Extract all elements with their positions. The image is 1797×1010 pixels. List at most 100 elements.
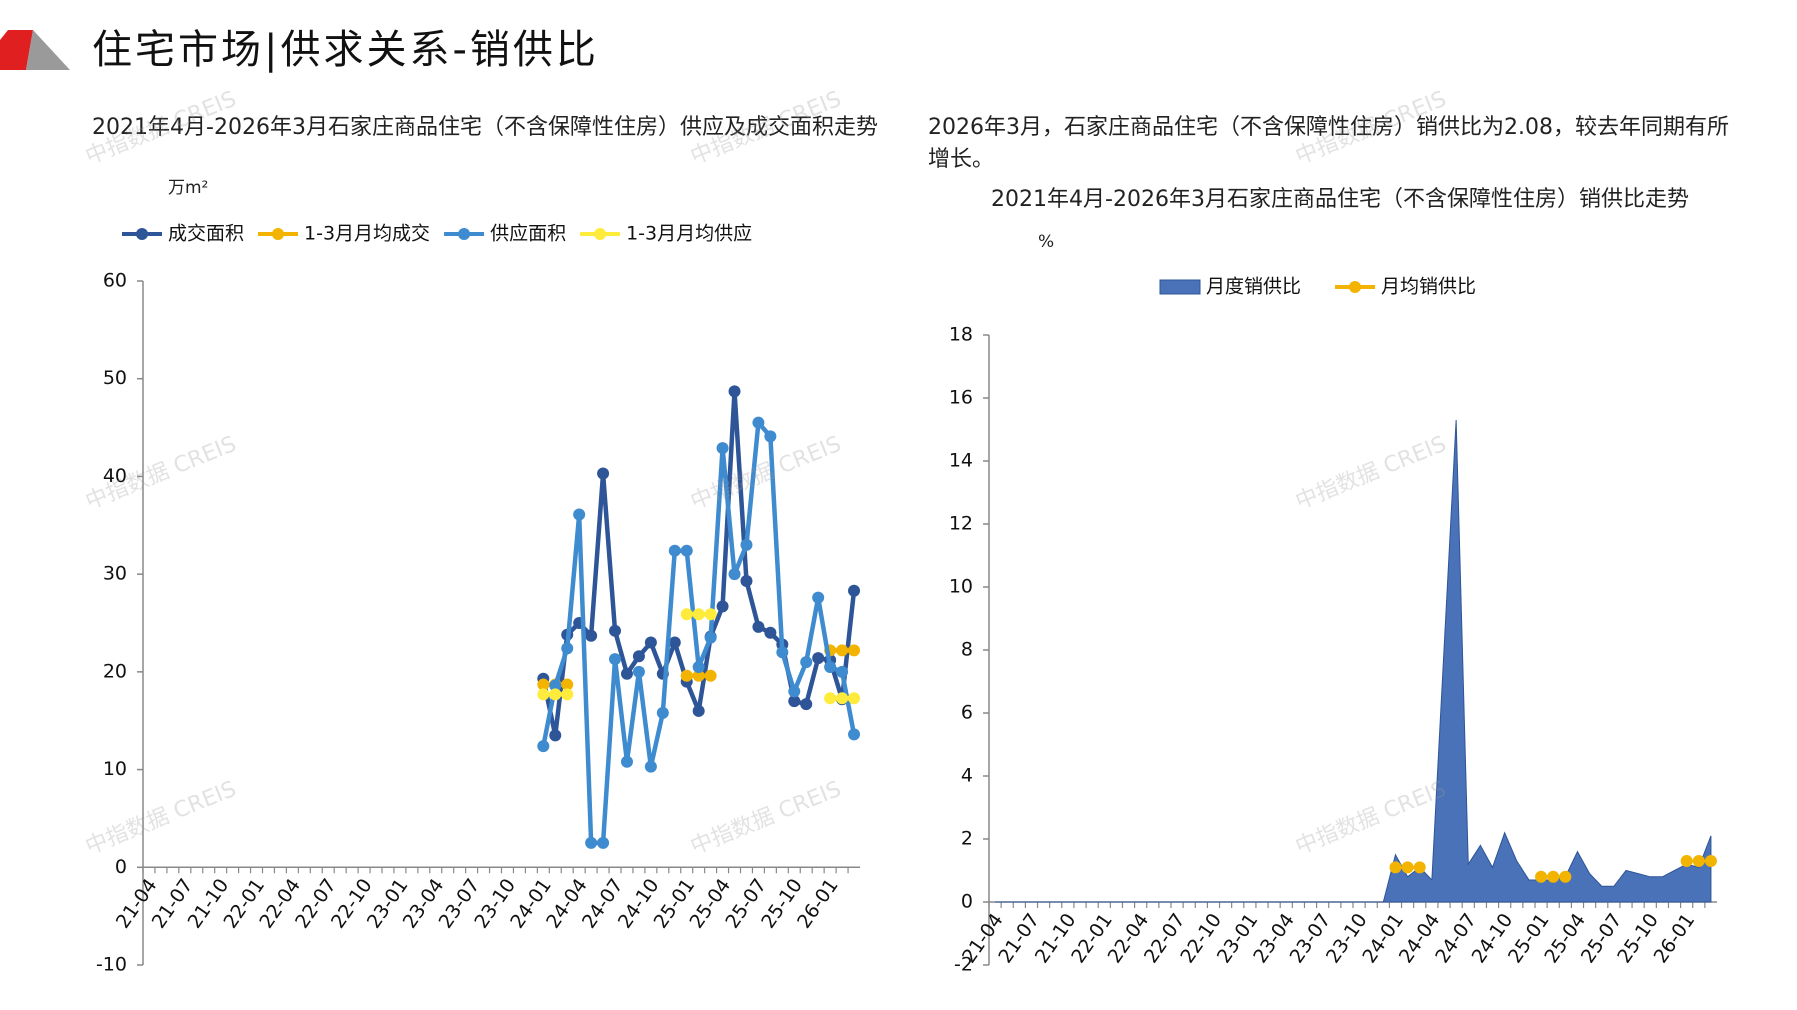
point <box>1692 855 1705 868</box>
point <box>1389 861 1402 874</box>
point <box>549 729 562 742</box>
y-tick-label: 50 <box>103 367 127 389</box>
point <box>752 416 765 429</box>
y-tick-label: 12 <box>949 513 973 535</box>
y-tick-label: 14 <box>949 450 973 472</box>
point <box>585 836 598 849</box>
chart-title: 2021年4月-2026年3月石家庄商品住宅（不含保障性住房）供应及成交面积走势 <box>92 115 878 140</box>
point <box>1547 870 1560 883</box>
point <box>740 574 753 587</box>
y-tick-label: 18 <box>949 324 973 346</box>
legend-marker <box>594 228 607 240</box>
y-tick-label: 60 <box>103 270 127 292</box>
point <box>716 442 729 455</box>
point <box>620 667 633 680</box>
point <box>537 740 550 753</box>
y-tick-label: 6 <box>961 702 973 724</box>
point <box>573 508 586 521</box>
point <box>836 644 849 657</box>
point <box>740 538 753 551</box>
legend-marker <box>1349 281 1362 293</box>
legend-label: 月均销供比 <box>1381 276 1476 298</box>
point <box>764 626 777 639</box>
point <box>549 688 562 701</box>
point <box>668 544 681 557</box>
y-tick-label: 8 <box>961 639 973 661</box>
point <box>848 644 861 657</box>
y-tick-label: -2 <box>954 954 973 976</box>
point <box>1413 861 1426 874</box>
y-tick-label: 16 <box>949 387 973 409</box>
logo-red <box>0 30 33 70</box>
point <box>609 653 622 666</box>
legend-swatch <box>1159 279 1201 295</box>
point <box>848 692 861 705</box>
point <box>549 679 562 692</box>
point <box>668 636 681 649</box>
point <box>776 646 789 659</box>
point <box>704 631 717 644</box>
point <box>692 669 705 682</box>
point <box>680 669 693 682</box>
point <box>632 665 645 678</box>
legend-label: 1-3月月均成交 <box>304 223 430 245</box>
point <box>561 688 574 701</box>
point <box>824 692 837 705</box>
point <box>1680 855 1693 868</box>
point <box>836 692 849 705</box>
series-area <box>995 420 1712 903</box>
point <box>752 620 765 633</box>
y-tick-label: 0 <box>961 891 973 913</box>
point <box>1535 870 1548 883</box>
point <box>537 678 550 691</box>
point <box>692 608 705 621</box>
point <box>848 728 861 741</box>
point <box>537 688 550 701</box>
y-tick-label: 40 <box>103 465 127 487</box>
point <box>704 669 717 682</box>
point <box>824 660 837 673</box>
y-axis-unit: 万m² <box>168 178 209 198</box>
point <box>692 704 705 717</box>
y-tick-label: 2 <box>961 828 973 850</box>
page-title: 住宅市场|供求关系-销供比 <box>92 27 599 73</box>
point <box>644 760 657 773</box>
point <box>644 636 657 649</box>
point <box>728 568 741 581</box>
point <box>561 678 574 691</box>
point <box>692 660 705 673</box>
y-tick-label: 10 <box>103 758 127 780</box>
point <box>704 608 717 621</box>
point <box>812 591 825 604</box>
y-tick-label: -10 <box>96 954 127 976</box>
point <box>800 656 813 669</box>
point <box>788 685 801 698</box>
y-tick-label: 30 <box>103 563 127 585</box>
legend-label: 供应面积 <box>490 223 566 245</box>
point <box>848 584 861 597</box>
point <box>1559 870 1572 883</box>
legend-label: 成交面积 <box>168 223 244 245</box>
y-axis-unit: % <box>1038 232 1055 252</box>
legend-label: 月度销供比 <box>1206 276 1301 298</box>
point <box>609 624 622 637</box>
logo-grey <box>26 30 70 70</box>
point <box>597 467 610 480</box>
point <box>632 650 645 663</box>
legend-marker <box>458 228 471 240</box>
point <box>561 642 574 655</box>
y-tick-label: 4 <box>961 765 973 787</box>
note: 2026年3月，石家庄商品住宅（不含保障性住房）销供比为2.08，较去年同期有所… <box>928 115 1729 172</box>
chart-title: 2021年4月-2026年3月石家庄商品住宅（不含保障性住房）销供比走势 <box>991 187 1689 212</box>
point <box>680 608 693 621</box>
y-tick-label: 20 <box>103 660 127 682</box>
point <box>788 695 801 708</box>
point <box>800 698 813 711</box>
legend-label: 1-3月月均供应 <box>626 223 752 245</box>
point <box>585 629 598 642</box>
point <box>812 652 825 665</box>
point <box>620 755 633 768</box>
point <box>680 544 693 557</box>
